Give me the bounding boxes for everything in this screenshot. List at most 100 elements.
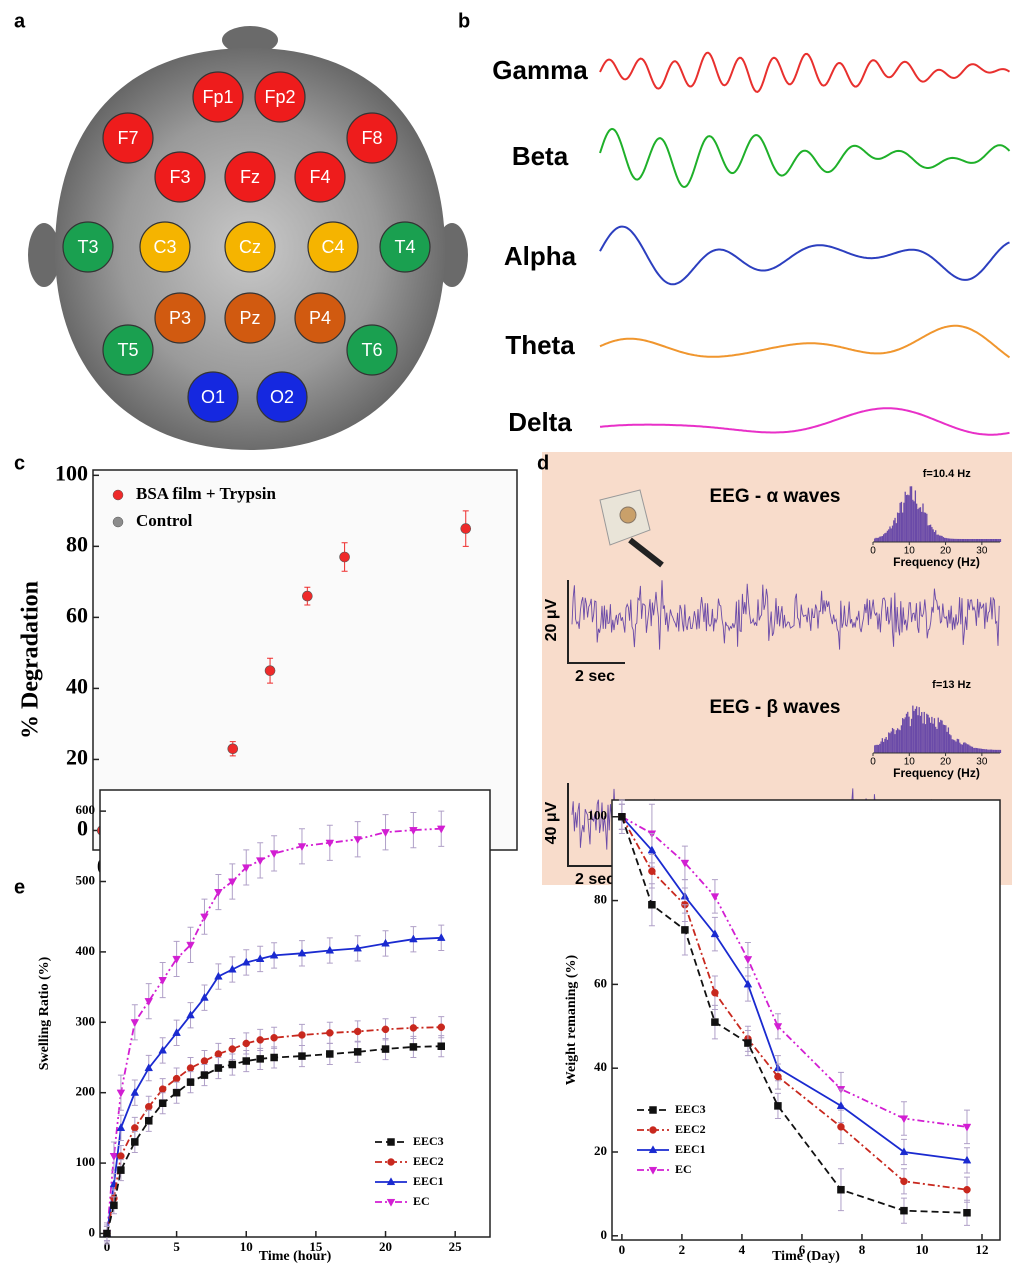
spectrum-bar [902,512,904,542]
marker [112,516,124,528]
x-tick-label: 6 [799,1242,806,1257]
marker [200,992,209,1001]
spectrum-bar [924,512,927,542]
spectrum-bar [992,539,994,542]
spectrum-bar [961,538,964,542]
spectrum-bar [956,738,958,753]
spectrum-bar [915,706,918,753]
spectrum-bar [960,744,962,753]
spectrum-bar [876,744,878,753]
spectrum-bar [905,495,908,542]
spectrum-bar [975,747,977,753]
spectrum-bar [950,538,952,542]
inset-xlabel: Frequency (Hz) [893,766,980,780]
marker [264,665,276,676]
spectrum-bar [923,512,925,542]
spectrum-bar [966,538,969,542]
y-tick-label: 80 [66,531,88,556]
spectrum-bar [976,748,979,753]
spectrum-bar [980,539,983,542]
marker [302,590,313,602]
eeg-title: EEG - β waves [710,697,841,718]
electrode-label: F3 [169,167,190,187]
marker [774,1072,782,1081]
marker [200,1071,209,1079]
electrode [102,324,154,376]
spectrum-bar [888,529,890,542]
spectrum-bar [894,734,896,753]
spectrum-bar [932,723,934,753]
spectrum-bar [949,538,951,542]
series-line [106,936,442,1234]
spectrum-bar [915,503,918,542]
marker [962,1123,972,1132]
spectrum-bar [965,743,967,753]
spectrum-bar [893,520,895,542]
spectrum-bar [926,713,928,753]
spectrum-bar [975,538,977,542]
spectrum-bar [893,729,895,753]
marker [214,1050,223,1058]
inset-tick-label: 20 [940,546,952,557]
scale-bar [567,580,625,664]
spectrum-bar [899,502,901,542]
marker [228,1060,237,1069]
eeg-electrode-icon [599,489,664,568]
spectrum-bar [940,719,942,753]
electrode-label: F8 [361,128,382,148]
spectrum-bar [882,534,885,542]
legend-label: EEC3 [413,1134,444,1148]
wave-label: Gamma [492,55,588,85]
marker [242,1057,250,1065]
marker [381,1045,390,1053]
x-tick-label: 12 [975,1242,988,1257]
spectrum-bar [889,526,891,542]
panel-label: e [14,876,25,898]
marker [900,1206,908,1215]
marker [144,1063,154,1072]
spectrum-bar [926,513,928,542]
spectrum-bar [978,748,980,753]
spectrum-bar [969,745,971,753]
marker [387,1138,395,1146]
marker [117,1166,125,1174]
spectrum-bar [928,717,930,753]
marker [186,941,195,950]
spectrum-bar [903,502,905,542]
spectrum-bar [988,539,990,542]
marker [339,551,350,563]
marker [837,1123,845,1131]
spectrum-bar [989,749,991,753]
legend-label: EEC2 [413,1154,444,1168]
electrode [154,292,206,344]
spectrum-bar [927,525,929,542]
spectrum-bar [955,538,957,542]
marker [110,1201,118,1210]
spectrum-bar [964,742,966,753]
marker [648,1145,658,1154]
spectrum-bar [884,738,886,753]
spectrum-bar [895,523,897,542]
electrode-label: O1 [201,387,225,407]
marker [172,1074,181,1083]
spectrum-bar [965,538,967,542]
electrode-label: T6 [361,340,382,360]
spectrum-bar [994,749,997,753]
spectrum-bar [937,717,939,753]
marker [774,1102,782,1110]
marker [228,964,237,973]
spectrum-bar [885,737,887,753]
electrode-label: Fp1 [202,87,233,107]
marker [131,1124,139,1132]
marker [255,857,265,866]
spectrum-bar [987,539,989,542]
spectrum-bar [899,730,901,753]
spectrum-bar [918,507,920,542]
inset-tick-label: 20 [940,757,952,768]
spectrum-bar [951,739,953,753]
marker [158,1085,167,1093]
marker [186,1010,195,1019]
plot-frame [611,799,1001,1241]
electrode [224,292,276,344]
